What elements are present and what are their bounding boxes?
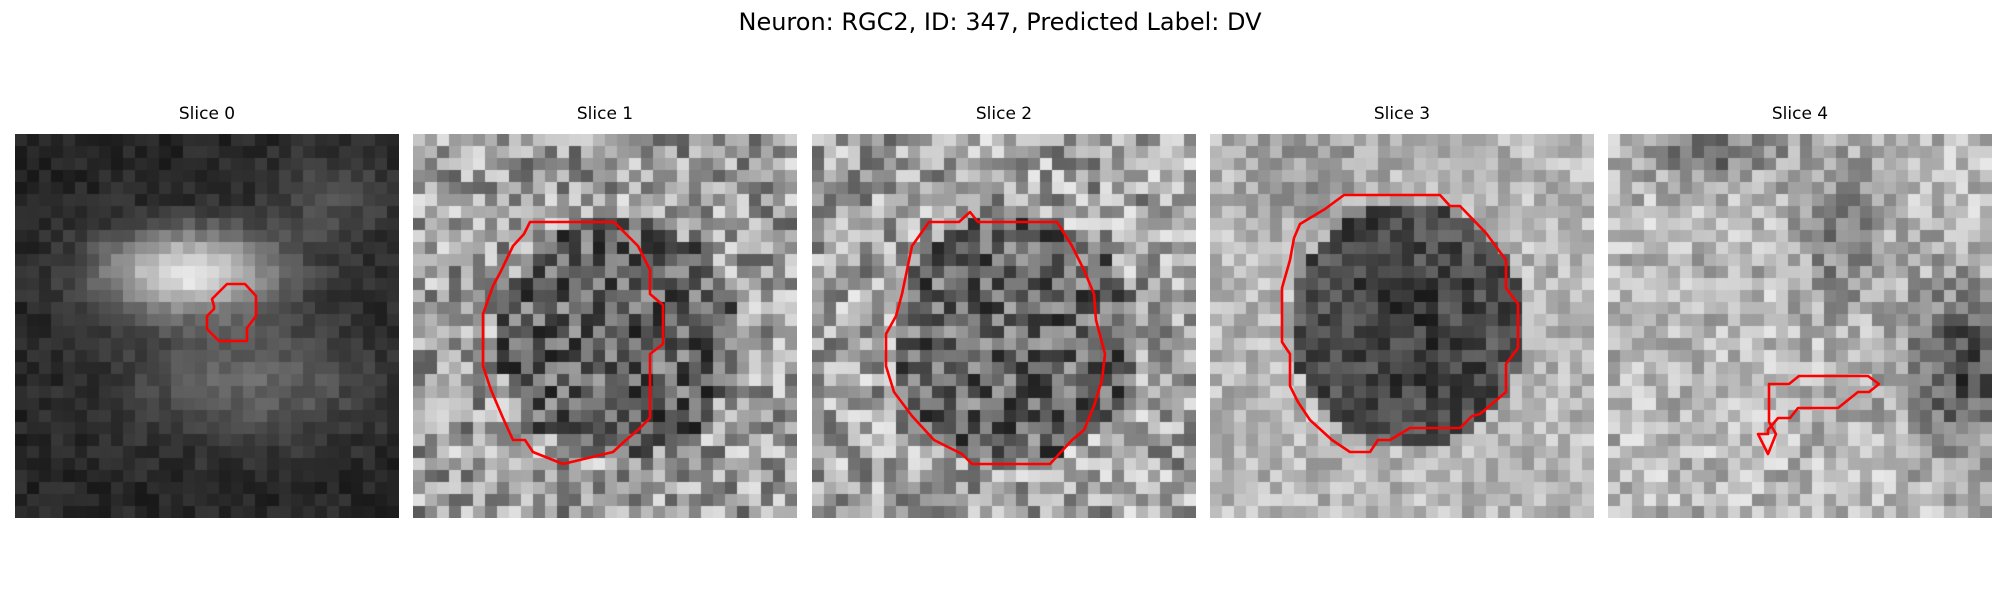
slice-title: Slice 4: [1771, 104, 1829, 124]
slice-image: [15, 134, 399, 518]
slice-image: [1608, 134, 1992, 518]
slice-title: Slice 0: [178, 104, 236, 124]
slice-title: Slice 3: [1373, 104, 1431, 124]
figure-title: Neuron: RGC2, ID: 347, Predicted Label: …: [738, 8, 1262, 36]
slice-image: [812, 134, 1196, 518]
slice-title: Slice 1: [576, 104, 634, 124]
slice-image: [1210, 134, 1594, 518]
slice-image: [413, 134, 797, 518]
slice-title: Slice 2: [975, 104, 1033, 124]
